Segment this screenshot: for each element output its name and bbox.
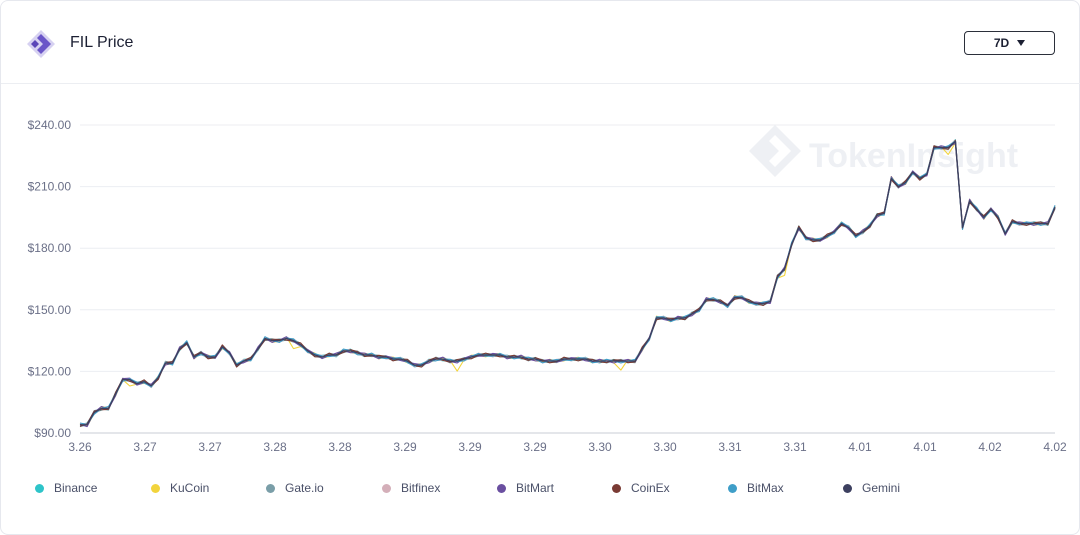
tokeninsight-logo-icon bbox=[27, 30, 55, 58]
x-tick-label: 3.29 bbox=[458, 440, 482, 454]
legend-item-gemini[interactable]: Gemini bbox=[843, 481, 900, 495]
watermark-text: TokenInsight bbox=[809, 137, 1018, 175]
y-tick-label: $180.00 bbox=[28, 241, 72, 255]
series-lines bbox=[79, 139, 1056, 428]
legend-item-bitfinex[interactable]: Bitfinex bbox=[382, 481, 440, 495]
legend-label: Gemini bbox=[862, 481, 901, 495]
x-tick-label: 3.26 bbox=[68, 440, 92, 454]
legend-item-bitmart[interactable]: BitMart bbox=[497, 481, 554, 495]
legend-dot-icon bbox=[35, 483, 44, 493]
legend-label: BitMart bbox=[516, 481, 555, 495]
time-range-select[interactable]: 7D bbox=[964, 31, 1055, 55]
x-tick-label: 3.30 bbox=[588, 440, 612, 454]
legend-dot-icon bbox=[151, 483, 160, 493]
legend-dot-icon bbox=[266, 483, 275, 493]
series-line-bitmax bbox=[79, 140, 1056, 425]
series-line-gateio bbox=[79, 140, 1056, 428]
legend-label: BitMax bbox=[747, 481, 784, 495]
series-line-coinex bbox=[79, 139, 1056, 427]
x-axis-ticks: 3.26 3.27 3.27 3.28 3.28 3.29 3.29 3.29 3.30 3.30… bbox=[68, 440, 1067, 454]
y-tick-label: $240.00 bbox=[28, 118, 72, 132]
legend-label: Bitfinex bbox=[401, 481, 441, 495]
legend-dot-icon bbox=[497, 483, 506, 493]
time-range-label: 7D bbox=[993, 36, 1010, 50]
legend-label: Binance bbox=[54, 481, 98, 495]
tokeninsight-watermark: TokenInsight bbox=[749, 125, 1018, 177]
series-line-bitmart bbox=[79, 142, 1056, 428]
series-line-binance bbox=[79, 139, 1056, 426]
caret-down-icon bbox=[1017, 40, 1026, 46]
legend-item-kucoin[interactable]: KuCoin bbox=[151, 481, 209, 495]
y-tick-label: $150.00 bbox=[28, 303, 72, 317]
series-line-kucoin bbox=[79, 142, 1056, 427]
x-tick-label: 3.31 bbox=[718, 440, 742, 454]
series-line-bitfinex bbox=[79, 139, 1056, 425]
x-tick-label: 3.28 bbox=[328, 440, 352, 454]
y-tick-label: $120.00 bbox=[28, 364, 72, 378]
legend-item-coinex[interactable]: CoinEx bbox=[612, 481, 670, 495]
page-title: FIL Price bbox=[70, 34, 134, 51]
x-tick-label: 3.27 bbox=[133, 440, 157, 454]
legend-item-binance[interactable]: Binance bbox=[35, 481, 97, 495]
y-tick-label: $210.00 bbox=[28, 180, 72, 194]
x-tick-label: 3.31 bbox=[783, 440, 807, 454]
y-axis-ticks: $90.00 $120.00 $150.00 $180.00 $210.00 $240.0… bbox=[28, 118, 72, 440]
x-tick-label: 3.27 bbox=[198, 440, 222, 454]
x-tick-label: 4.01 bbox=[848, 440, 872, 454]
legend-item-bitmax[interactable]: BitMax bbox=[728, 481, 784, 495]
chart-gridlines bbox=[80, 124, 1055, 434]
legend-label: KuCoin bbox=[170, 481, 210, 495]
card-header: FIL Price 7D bbox=[1, 1, 1080, 84]
legend-label: Gate.io bbox=[285, 481, 324, 495]
legend-label: CoinEx bbox=[631, 481, 670, 495]
x-tick-label: 3.29 bbox=[523, 440, 547, 454]
x-tick-label: 4.01 bbox=[913, 440, 937, 454]
legend-dot-icon bbox=[382, 483, 391, 493]
x-tick-label: 4.02 bbox=[1043, 440, 1067, 454]
price-chart: TokenInsight $90.00 $120.00 $150.00 $180.00… bbox=[28, 118, 1067, 454]
x-tick-label: 4.02 bbox=[978, 440, 1002, 454]
y-tick-label: $90.00 bbox=[34, 426, 71, 440]
legend-dot-icon bbox=[728, 483, 737, 493]
legend-item-gateio[interactable]: Gate.io bbox=[266, 481, 324, 495]
chart-legend: Binance KuCoin Gate.io Bitfinex BitMart CoinE… bbox=[35, 481, 1035, 497]
series-line-gemini bbox=[80, 140, 1056, 426]
legend-dot-icon bbox=[843, 483, 852, 493]
legend-dot-icon bbox=[612, 483, 621, 493]
x-tick-label: 3.30 bbox=[653, 440, 677, 454]
x-tick-label: 3.29 bbox=[393, 440, 417, 454]
x-tick-label: 3.28 bbox=[263, 440, 287, 454]
